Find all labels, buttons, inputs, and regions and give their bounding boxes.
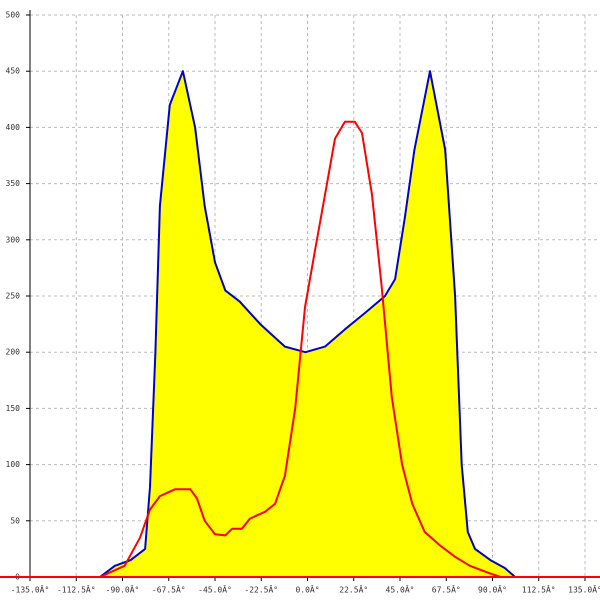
x-tick-label: 45.0Â° bbox=[386, 584, 415, 595]
x-tick-label: 135.0Â° bbox=[568, 584, 600, 595]
x-tick-label: -45.0Â° bbox=[198, 584, 232, 595]
y-tick-label: 500 bbox=[6, 11, 21, 20]
line bbox=[99, 120, 502, 578]
area bbox=[99, 71, 516, 577]
y-tick-label: 100 bbox=[6, 460, 21, 469]
line bbox=[99, 70, 516, 578]
x-tick-label: 67.5Â° bbox=[432, 584, 461, 595]
x-tick-label: -112.5Â° bbox=[57, 584, 96, 595]
x-tick-label: -135.0Â° bbox=[11, 584, 50, 595]
y-tick-label: 450 bbox=[6, 67, 21, 76]
y-tick-label: 300 bbox=[6, 235, 21, 244]
x-tick-label: -67.5Â° bbox=[152, 584, 186, 595]
x-tick-label: -90.0Â° bbox=[106, 584, 140, 595]
y-tick-label: 350 bbox=[6, 179, 21, 188]
y-tick-label: 200 bbox=[6, 348, 21, 357]
x-tick-label: 112.5Â° bbox=[522, 584, 556, 595]
x-tick-label: 90.0Â° bbox=[478, 584, 507, 595]
y-tick-label: 250 bbox=[6, 292, 21, 301]
y-tick-label: 150 bbox=[6, 404, 21, 413]
x-tick-label: 0.0Â° bbox=[295, 584, 319, 595]
y-tick-label: 50 bbox=[10, 516, 20, 525]
y-tick-label: 400 bbox=[6, 123, 21, 132]
x-tick-label: -22.5Â° bbox=[244, 584, 278, 595]
x-tick-label: 22.5Â° bbox=[339, 584, 368, 595]
